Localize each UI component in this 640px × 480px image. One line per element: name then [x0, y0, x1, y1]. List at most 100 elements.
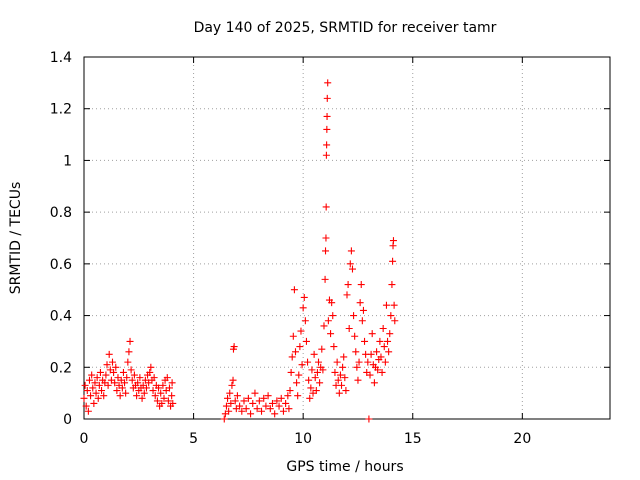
data-point	[390, 301, 398, 309]
data-point	[102, 371, 110, 379]
data-point	[104, 381, 112, 389]
data-point	[328, 299, 336, 307]
plot-area-frame	[83, 56, 611, 420]
data-point	[236, 402, 244, 410]
x-tick-label: 20	[513, 431, 531, 447]
data-point	[348, 265, 356, 273]
y-tick-label: 0.2	[50, 360, 72, 376]
data-point	[324, 79, 332, 87]
y-axis-label: SRMTID / TECUs	[8, 182, 24, 295]
data-point	[158, 399, 166, 407]
data-point	[295, 371, 303, 379]
data-point	[84, 407, 92, 415]
y-tick-label: 0.4	[50, 309, 72, 325]
data-point	[116, 392, 124, 400]
y-tick-label: 0.8	[50, 205, 72, 221]
data-point	[339, 363, 347, 371]
data-point	[343, 291, 351, 299]
data-point	[322, 151, 330, 159]
data-point	[376, 337, 384, 345]
data-point	[130, 371, 138, 379]
data-point	[346, 260, 354, 268]
data-point	[333, 358, 341, 366]
data-point	[324, 317, 332, 325]
data-point	[347, 247, 355, 255]
data-point	[169, 399, 177, 407]
data-point	[244, 394, 252, 402]
data-point	[304, 358, 312, 366]
data-point	[301, 317, 309, 325]
data-point	[387, 312, 395, 320]
data-point	[377, 353, 385, 361]
data-point	[140, 389, 148, 397]
data-point	[344, 281, 352, 289]
x-tick-label: 10	[294, 431, 312, 447]
data-point	[388, 281, 396, 289]
data-point	[155, 384, 163, 392]
data-point	[149, 387, 157, 395]
data-point	[157, 389, 165, 397]
y-tick-label: 0.6	[50, 257, 72, 273]
data-points	[80, 79, 399, 423]
data-point	[225, 407, 233, 415]
y-tick-label: 1	[63, 153, 72, 169]
data-point	[291, 348, 299, 356]
data-point	[123, 374, 131, 382]
data-point	[82, 402, 90, 410]
data-point	[316, 379, 324, 387]
data-point	[382, 301, 390, 309]
data-point	[163, 374, 171, 382]
data-point	[247, 410, 255, 418]
data-point	[126, 337, 134, 345]
data-point	[386, 330, 394, 338]
data-point	[220, 415, 228, 423]
data-point	[338, 381, 346, 389]
data-point	[380, 343, 388, 351]
data-point	[323, 94, 331, 102]
data-point	[323, 141, 331, 149]
data-point	[88, 371, 96, 379]
y-tick-label: 0	[63, 412, 72, 428]
data-point	[262, 402, 270, 410]
data-point	[124, 358, 132, 366]
data-point	[330, 343, 338, 351]
data-point	[294, 392, 302, 400]
data-point	[374, 366, 382, 374]
x-tick-label: 0	[80, 431, 89, 447]
data-point	[323, 125, 331, 133]
data-point	[125, 348, 133, 356]
data-point	[127, 366, 135, 374]
data-point	[112, 363, 120, 371]
data-point	[327, 330, 335, 338]
data-point	[321, 275, 329, 283]
data-point	[271, 410, 279, 418]
data-point	[142, 384, 150, 392]
data-point	[121, 379, 129, 387]
data-point	[288, 353, 296, 361]
data-point	[391, 317, 399, 325]
y-tick-label: 1.2	[50, 102, 72, 118]
data-point	[230, 343, 238, 351]
data-point	[108, 358, 116, 366]
data-point	[312, 387, 320, 395]
x-axis-label: GPS time / hours	[286, 459, 403, 475]
data-point	[81, 381, 89, 389]
data-point	[342, 387, 350, 395]
grid-lines	[84, 57, 610, 419]
data-point	[83, 387, 91, 395]
chart-title: Day 140 of 2025, SRMTID for receiver tam…	[194, 20, 497, 36]
data-point	[266, 405, 274, 413]
data-point	[302, 337, 310, 345]
data-point	[350, 312, 358, 320]
data-point	[160, 394, 168, 402]
axis-ticks: 0 5 10 15 20 0 0.2 0.4 0.6 0.8 1 1.2 1.4	[50, 50, 610, 447]
data-point	[373, 348, 381, 356]
data-point	[365, 415, 373, 423]
data-point	[306, 394, 314, 402]
data-point	[94, 394, 102, 402]
data-point	[322, 234, 330, 242]
data-point	[128, 376, 136, 384]
data-point	[320, 322, 328, 330]
data-point	[336, 371, 344, 379]
data-point	[138, 394, 146, 402]
